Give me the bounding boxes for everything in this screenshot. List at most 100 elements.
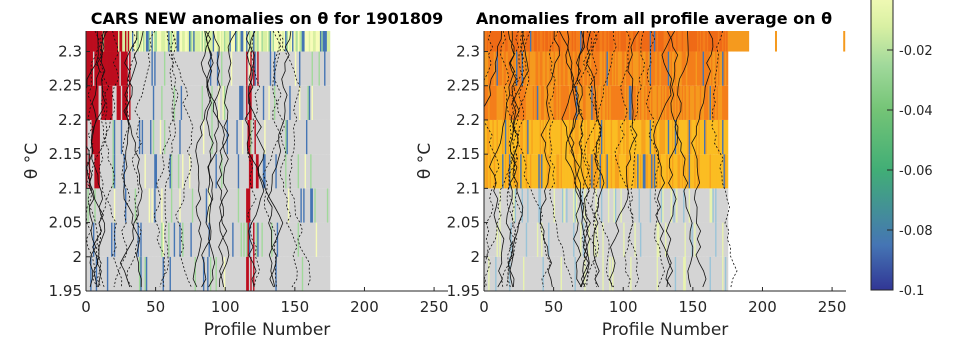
- heatmap-cell: [189, 51, 192, 86]
- heatmap-cell: [578, 256, 581, 291]
- heatmap-cell: [691, 51, 694, 86]
- heatmap-cell: [719, 51, 722, 86]
- heatmap-cell: [595, 188, 598, 223]
- heatmap-cell: [126, 31, 129, 52]
- contour-line: [123, 31, 142, 288]
- heatmap-cell: [118, 51, 121, 86]
- heatmap-cell: [624, 31, 627, 52]
- heatmap-cell: [510, 31, 513, 52]
- heatmap-cell: [626, 154, 629, 189]
- heatmap-cell: [255, 188, 258, 223]
- heatmap-cell: [624, 85, 627, 120]
- heatmap-cell: [528, 256, 531, 291]
- heatmap-cell: [655, 256, 658, 291]
- heatmap-cell: [621, 154, 624, 189]
- heatmap-cell: [571, 119, 574, 155]
- heatmap-cell: [518, 188, 521, 223]
- heatmap-cell: [614, 85, 617, 120]
- heatmap-cell: [774, 31, 777, 52]
- heatmap-cell: [162, 256, 165, 291]
- heatmap-cell: [305, 31, 308, 52]
- heatmap-cell: [265, 188, 268, 223]
- heatmap-cell: [670, 51, 673, 86]
- heatmap-cell: [560, 188, 563, 223]
- heatmap-cell: [631, 51, 634, 86]
- heatmap-cell: [653, 119, 656, 155]
- heatmap-cell: [665, 31, 667, 52]
- heatmap-cell: [239, 256, 242, 291]
- heatmap-cell: [507, 188, 510, 223]
- heatmap-cell: [177, 188, 180, 223]
- heatmap-cell: [140, 85, 143, 120]
- heatmap-cell: [98, 154, 101, 189]
- heatmap-cell: [158, 188, 161, 223]
- heatmap-cell: [140, 119, 143, 155]
- heatmap-cell: [706, 256, 709, 291]
- heatmap-cell: [712, 31, 715, 52]
- heatmap-cell: [311, 51, 314, 86]
- heatmap-cell: [521, 119, 524, 155]
- heatmap-cell: [212, 256, 215, 291]
- heatmap-cell: [564, 188, 567, 223]
- heatmap-cell: [708, 85, 711, 120]
- heatmap-cell: [617, 154, 620, 189]
- heatmap-cell: [504, 31, 507, 52]
- heatmap-cell: [241, 85, 244, 120]
- heatmap-cell: [575, 51, 578, 86]
- heatmap-cell: [307, 31, 310, 52]
- heatmap-cell: [543, 256, 546, 291]
- heatmap-cell: [592, 31, 595, 52]
- heatmap-cell: [154, 222, 157, 257]
- heatmap-cell: [113, 51, 116, 86]
- heatmap-cell: [733, 31, 736, 52]
- heatmap-cell: [531, 31, 534, 52]
- heatmap-cell: [264, 222, 267, 257]
- heatmap-cell: [539, 31, 542, 52]
- heatmap-cell: [216, 85, 219, 120]
- heatmap-cell: [101, 154, 104, 189]
- heatmap-cell: [592, 119, 595, 155]
- heatmap-cell: [230, 188, 233, 223]
- y-tick-label: 2.15: [447, 145, 480, 163]
- heatmap-cell: [244, 256, 247, 291]
- heatmap-cell: [201, 256, 204, 291]
- heatmap-cell: [168, 31, 171, 52]
- heatmap-cell: [127, 256, 130, 291]
- heatmap-cell: [588, 31, 591, 52]
- heatmap-cell: [106, 256, 109, 291]
- heatmap-cell: [124, 188, 127, 223]
- heatmap-cell: [133, 85, 136, 120]
- heatmap-cell: [684, 188, 687, 223]
- heatmap-cell: [294, 31, 297, 52]
- heatmap-cell: [623, 256, 626, 291]
- heatmap-cell: [190, 51, 193, 86]
- heatmap-cell: [111, 188, 114, 223]
- heatmap-cell: [124, 154, 127, 189]
- heatmap-cell: [166, 154, 169, 189]
- heatmap-cell: [637, 51, 640, 86]
- heatmap-cell: [669, 256, 672, 291]
- heatmap-cell: [212, 154, 215, 189]
- heatmap-cell: [177, 119, 180, 155]
- heatmap-cell: [216, 256, 219, 291]
- heatmap-cell: [232, 188, 235, 223]
- heatmap-cell: [658, 256, 661, 291]
- heatmap-cell: [299, 51, 302, 86]
- heatmap-cell: [273, 222, 276, 257]
- heatmap-cell: [692, 31, 695, 52]
- heatmap-cell: [276, 51, 279, 86]
- heatmap-cell: [513, 31, 516, 52]
- heatmap-cell: [561, 31, 564, 52]
- heatmap-cell: [183, 51, 186, 86]
- heatmap-cell: [617, 222, 620, 257]
- heatmap-cell: [527, 31, 530, 52]
- heatmap-cell: [262, 119, 265, 155]
- colorbar-gradient: [870, 0, 894, 291]
- heatmap-cell: [653, 188, 656, 223]
- heatmap-cell: [163, 31, 166, 52]
- heatmap-cell: [161, 154, 164, 189]
- heatmap-cell: [493, 256, 496, 291]
- colorbar-ticks: -0.02-0.04-0.06-0.08-0.1: [887, 44, 933, 299]
- heatmap-cell: [239, 119, 242, 155]
- heatmap-cell: [204, 119, 207, 155]
